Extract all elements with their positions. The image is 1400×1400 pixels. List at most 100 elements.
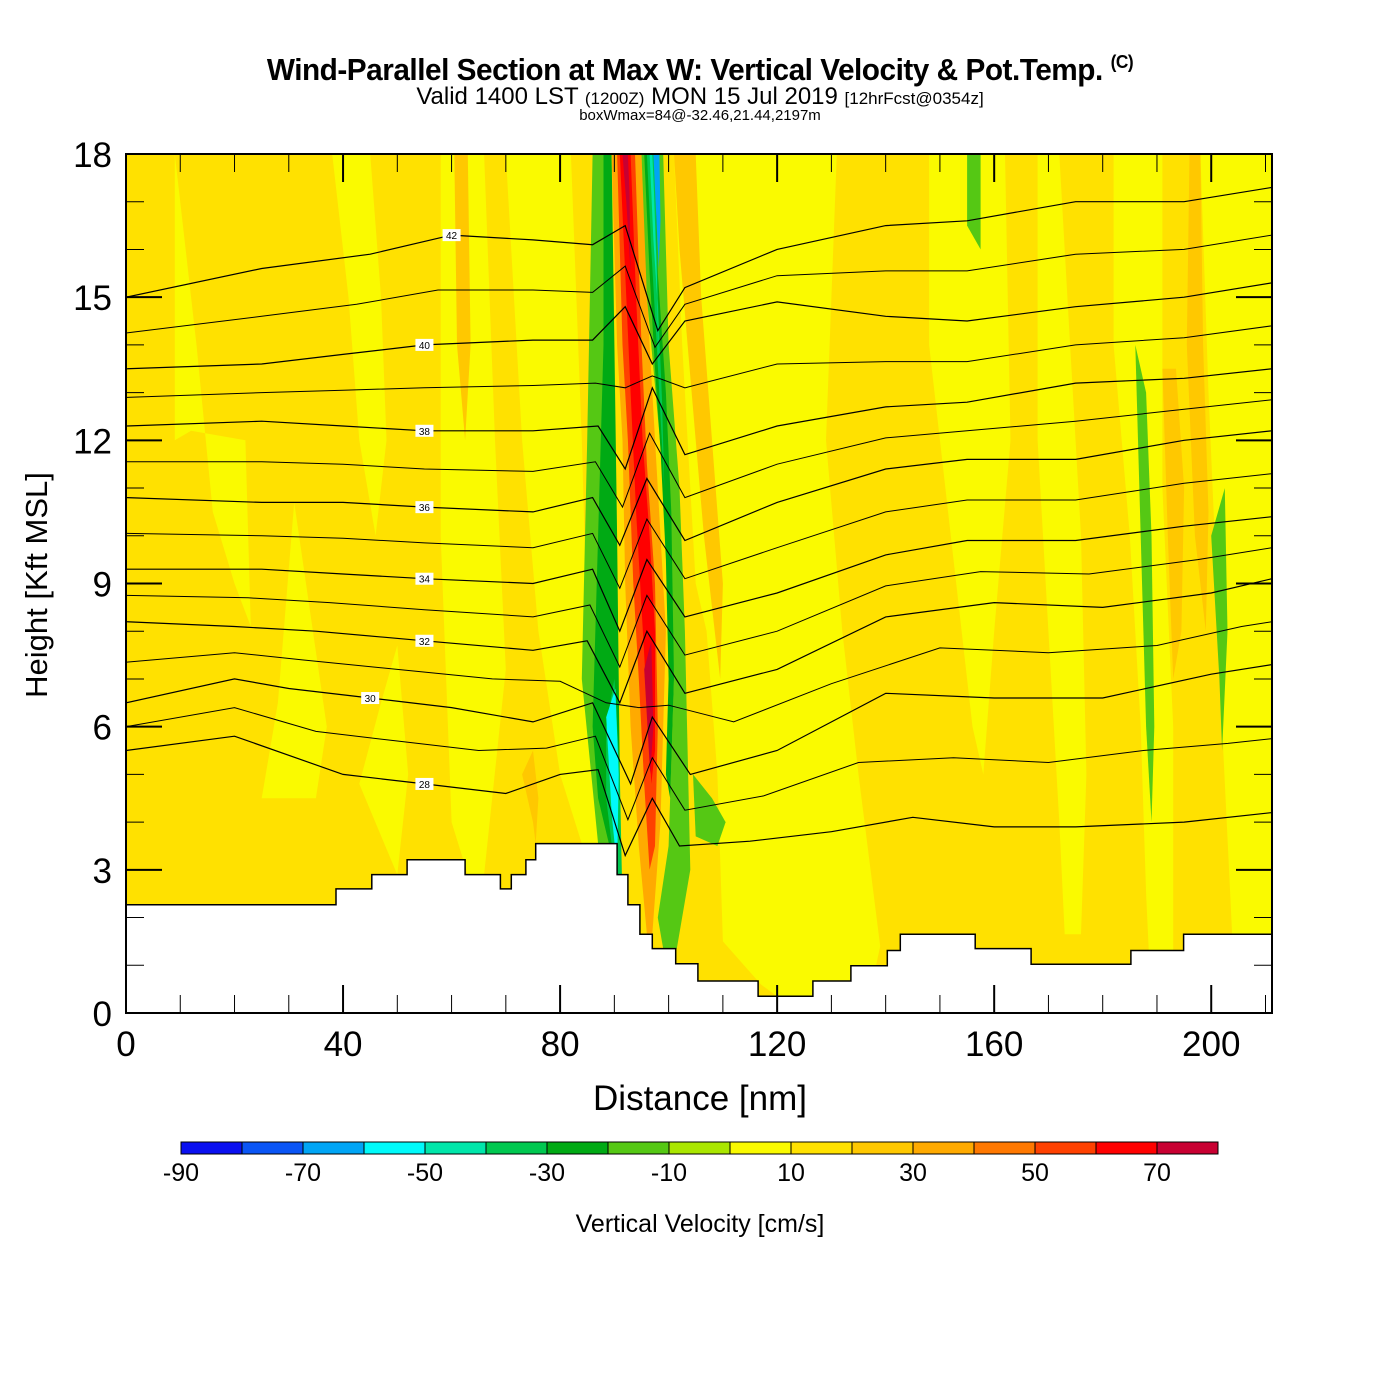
velocity-band xyxy=(261,502,327,799)
velocity-band xyxy=(929,154,1011,775)
colorbar-swatch xyxy=(180,1141,243,1155)
colorbar-swatch xyxy=(363,1141,426,1155)
colorbar-tick-label: -90 xyxy=(163,1159,199,1187)
isentrope-label: 40 xyxy=(419,341,431,352)
colorbar-swatch xyxy=(729,1141,792,1155)
velocity-band xyxy=(622,154,631,274)
isentrope-label-bg xyxy=(415,634,434,647)
velocity-band xyxy=(619,154,655,784)
valid-utc: (1200Z) xyxy=(584,89,645,108)
colorbar-swatch xyxy=(790,1141,853,1155)
velocity-band xyxy=(454,154,471,441)
velocity-band xyxy=(644,640,654,775)
isentrope-line xyxy=(126,578,1272,705)
x-tick-label: 0 xyxy=(116,1025,135,1064)
copyright-mark: (C) xyxy=(1110,52,1134,72)
isentropes xyxy=(126,186,1272,858)
box-info: boxWmax=84@-32.46,21.44,2197m xyxy=(579,107,821,124)
isentrope-line xyxy=(126,516,1272,633)
colorbar-swatch xyxy=(485,1141,548,1155)
x-tick-label: 40 xyxy=(324,1025,363,1064)
velocity-band xyxy=(1200,154,1272,951)
colorbar-swatch xyxy=(546,1141,609,1155)
colorbar-label: Vertical Velocity [cm/s] xyxy=(576,1210,825,1238)
colorbar-tick-label: -10 xyxy=(651,1159,687,1187)
colorbar-swatch xyxy=(607,1141,670,1155)
x-tick-label: 160 xyxy=(965,1025,1023,1064)
velocity-band xyxy=(359,645,409,875)
y-tick-label: 9 xyxy=(93,566,112,605)
colorbar-tick-label: 50 xyxy=(1021,1159,1049,1187)
y-tick-label: 18 xyxy=(73,136,112,175)
colorbar-swatch xyxy=(912,1141,975,1155)
velocity-band xyxy=(653,154,661,269)
isentrope-label-bg xyxy=(442,229,461,242)
valid-date: MON 15 Jul 2019 xyxy=(651,83,838,110)
isentrope-line xyxy=(126,473,1272,590)
velocity-band xyxy=(644,154,674,799)
chart-title: Wind-Parallel Section at Max W: Vertical… xyxy=(28,52,1372,88)
colorbar-tick-label: -70 xyxy=(285,1159,321,1187)
terrain-mask xyxy=(126,842,1272,1013)
isentrope-label: 30 xyxy=(365,694,377,705)
valid-time: Valid 1400 LST xyxy=(416,83,579,110)
isentrope-line xyxy=(126,399,1272,509)
isentrope-label: 38 xyxy=(419,427,431,438)
isentrope-line xyxy=(126,234,1272,349)
isentrope-label: 36 xyxy=(419,503,431,514)
velocity-band xyxy=(1186,154,1209,632)
isentrope-line xyxy=(126,325,1272,398)
colorbar-swatch xyxy=(973,1141,1036,1155)
isentrope-line xyxy=(126,664,1272,786)
isentrope-line xyxy=(126,621,1272,723)
isentrope-label-bg xyxy=(415,572,434,585)
y-axis-label: Height [Kft MSL] xyxy=(19,472,54,698)
isentrope-line xyxy=(126,368,1272,471)
velocity-band xyxy=(332,154,387,536)
isentrope-line xyxy=(126,735,1272,858)
x-tick-label: 80 xyxy=(541,1025,580,1064)
velocity-band xyxy=(967,154,981,250)
terrain xyxy=(126,842,1272,1013)
y-tick-label: 0 xyxy=(93,995,112,1034)
isentrope-line xyxy=(126,547,1272,669)
velocity-band xyxy=(174,154,251,627)
y-tick-label: 3 xyxy=(93,852,112,891)
colorbar-tick-label: 30 xyxy=(899,1159,927,1187)
colorbar-swatch xyxy=(424,1141,487,1155)
isentrope-label-bg xyxy=(415,777,434,790)
x-tick-label: 200 xyxy=(1182,1025,1240,1064)
velocity-band xyxy=(1211,488,1228,751)
colorbar-swatch xyxy=(1095,1141,1158,1155)
velocity-band xyxy=(674,154,723,679)
y-tick-label: 15 xyxy=(73,279,112,318)
isentrope-label: 32 xyxy=(419,637,431,648)
colorbar: -90 -70 -50 -30 -10 10 30 50 70 xyxy=(163,1141,1219,1187)
isentrope-label-bg xyxy=(415,501,434,514)
colorbar-swatch xyxy=(1156,1141,1219,1155)
y-tick-label: 6 xyxy=(93,709,112,748)
colorbar-swatch xyxy=(241,1141,304,1155)
colorbar-swatch xyxy=(1034,1141,1097,1155)
isentrope-label: 42 xyxy=(446,231,458,242)
colorbar-tick-label: 70 xyxy=(1143,1159,1171,1187)
chart-subtitle: Valid 1400 LST (1200Z) MON 15 Jul 2019 [… xyxy=(0,84,1400,112)
velocity-band xyxy=(641,154,691,949)
y-tick-label: 12 xyxy=(73,422,112,461)
velocity-band xyxy=(522,750,539,844)
isentrope-line xyxy=(126,430,1272,547)
isentrope-label-bg xyxy=(361,692,380,705)
velocity-band xyxy=(693,774,726,846)
x-axis-label: Distance [nm] xyxy=(593,1079,807,1118)
isentrope-label: 28 xyxy=(419,780,431,791)
colorbar-swatch xyxy=(302,1141,365,1155)
isentrope-line xyxy=(126,282,1272,370)
isentrope-label: 34 xyxy=(419,575,431,586)
colorbar-tick-label: -50 xyxy=(407,1159,443,1187)
colorbar-tick-label: 10 xyxy=(777,1159,805,1187)
title-text: Wind-Parallel Section at Max W: Vertical… xyxy=(266,52,1103,87)
isentrope-label-bg xyxy=(415,338,434,351)
x-tick-label: 120 xyxy=(748,1025,806,1064)
